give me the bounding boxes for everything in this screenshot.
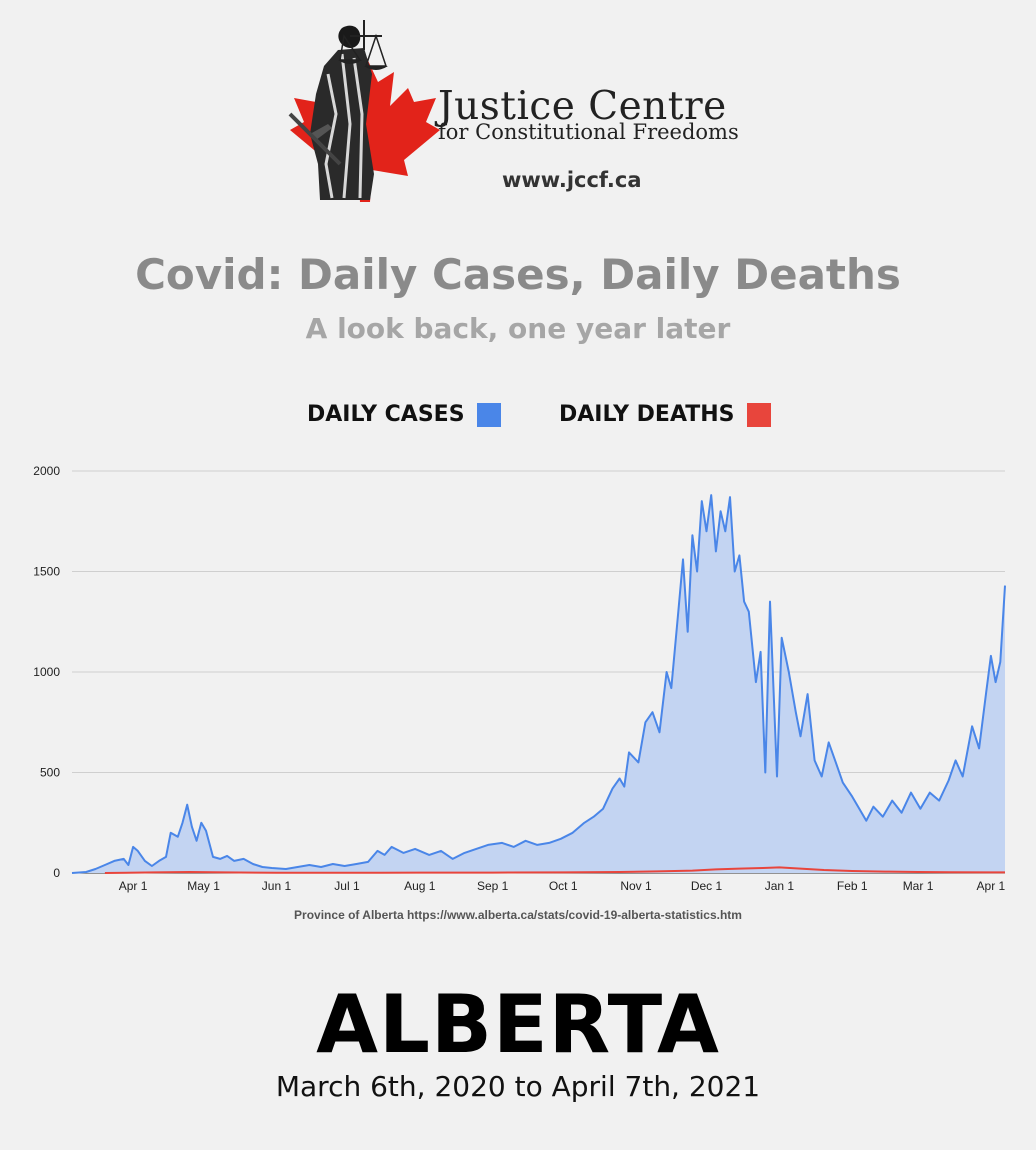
chart-series bbox=[71, 494, 1006, 874]
x-tick-label: Sep 1 bbox=[477, 879, 509, 893]
x-tick-label: Jul 1 bbox=[334, 879, 360, 893]
y-tick-label: 1500 bbox=[33, 565, 60, 579]
y-tick-label: 500 bbox=[40, 766, 60, 780]
deaths-line bbox=[104, 866, 1005, 874]
x-tick-label: Apr 1 bbox=[977, 879, 1006, 893]
chart-plot: 0 500 1000 1500 2000 Apr 1 May 1 Jun 1 Jul 1 Aug… bbox=[33, 464, 1006, 893]
x-tick-label: Feb 1 bbox=[837, 879, 868, 893]
x-tick-label: May 1 bbox=[187, 879, 220, 893]
date-range: March 6th, 2020 to April 7th, 2021 bbox=[275, 1070, 761, 1103]
x-tick-label: Oct 1 bbox=[549, 879, 578, 893]
cases-line bbox=[71, 494, 1006, 874]
legend-label-cases: DAILY CASES bbox=[307, 402, 465, 427]
x-tick-label: Apr 1 bbox=[119, 879, 148, 893]
x-tick-label: Jan 1 bbox=[765, 879, 795, 893]
chart-grid bbox=[72, 470, 1005, 874]
chart-subtitle: A look back, one year later bbox=[305, 312, 731, 345]
cases-area bbox=[72, 495, 1005, 873]
y-tick-label: 0 bbox=[53, 866, 60, 880]
lady-justice-icon bbox=[288, 20, 388, 200]
chart-legend: DAILY CASES DAILY DEATHS bbox=[0, 402, 1036, 432]
region-title: ALBERTA bbox=[316, 978, 720, 1071]
logo-art bbox=[288, 20, 440, 202]
org-website: www.jccf.ca bbox=[502, 168, 642, 192]
y-axis: 0 500 1000 1500 2000 bbox=[33, 464, 60, 880]
x-tick-label: Jun 1 bbox=[262, 879, 292, 893]
x-axis: Apr 1 May 1 Jun 1 Jul 1 Aug 1 Sep 1 Oct 1 Nov 1… bbox=[119, 879, 1006, 893]
logo: Justice Centre for Constitutional Freedo… bbox=[280, 14, 750, 204]
y-tick-label: 2000 bbox=[33, 464, 60, 478]
x-tick-label: Mar 1 bbox=[903, 879, 934, 893]
org-subtitle: for Constitutional Freedoms bbox=[438, 120, 739, 144]
x-tick-label: Dec 1 bbox=[691, 879, 723, 893]
legend-item-deaths: DAILY DEATHS bbox=[559, 402, 771, 427]
legend-item-cases: DAILY CASES bbox=[307, 402, 501, 427]
legend-swatch-deaths bbox=[746, 402, 771, 427]
legend-swatch-cases bbox=[476, 402, 501, 427]
x-tick-label: Nov 1 bbox=[620, 879, 652, 893]
y-tick-label: 1000 bbox=[33, 665, 60, 679]
data-source: Province of Alberta https://www.alberta.… bbox=[294, 908, 742, 922]
x-tick-label: Aug 1 bbox=[404, 879, 436, 893]
legend-label-deaths: DAILY DEATHS bbox=[559, 402, 735, 427]
org-name: Justice Centre bbox=[438, 84, 727, 129]
chart-title: Covid: Daily Cases, Daily Deaths bbox=[135, 250, 901, 299]
